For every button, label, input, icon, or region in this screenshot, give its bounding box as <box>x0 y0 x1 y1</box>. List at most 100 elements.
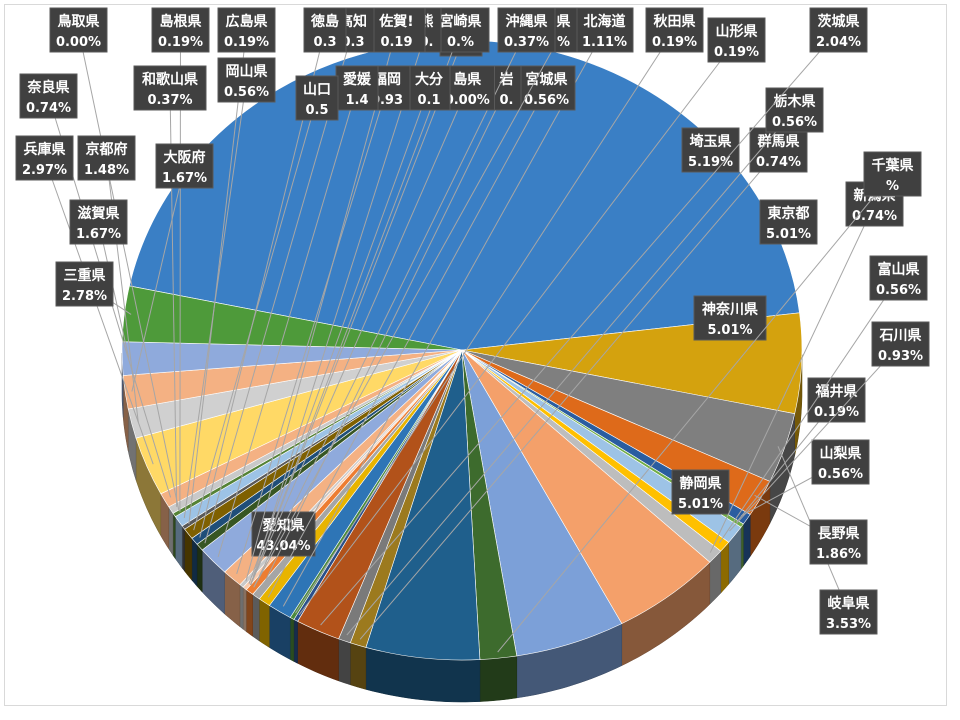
leader-line <box>259 87 507 592</box>
data-label-box <box>809 7 868 53</box>
data-label-box <box>335 65 379 111</box>
data-label-name: 広島県 <box>226 13 268 30</box>
leader-line <box>131 165 185 392</box>
leader-line <box>193 97 318 531</box>
data-label-value: 0.93 <box>371 93 403 108</box>
data-label-box <box>69 199 128 245</box>
leader-line <box>298 39 737 616</box>
data-label-box <box>133 65 207 111</box>
data-label-box <box>49 7 108 53</box>
data-label: 群馬県 0.74% <box>749 127 808 173</box>
data-label: 兵庫県 2.97% <box>15 135 74 181</box>
slice-32-side <box>181 525 185 572</box>
data-labels: 愛知県43.04%静岡県5.01%岐阜県3.53%長野県1.86%山梨県0.56… <box>15 7 930 653</box>
slice-16-side <box>293 619 298 664</box>
leader-line <box>44 157 154 465</box>
data-label-name: 滋賀県 <box>78 205 120 222</box>
data-label-name: 兵庫県 <box>24 141 66 158</box>
data-label-box <box>77 135 136 181</box>
data-label: 佐賀! 0.19 <box>367 7 426 53</box>
data-label-box <box>693 295 767 341</box>
data-label-value: % <box>886 179 899 194</box>
data-label-value: 2.97% <box>22 163 67 178</box>
leader-line <box>346 109 795 636</box>
data-label: 岡山県 0.56% <box>217 57 276 103</box>
data-label-box <box>217 57 276 103</box>
leader-line <box>250 87 468 586</box>
data-label-box <box>295 75 339 121</box>
data-label-box <box>707 17 766 63</box>
data-label-name: 奈良県 <box>27 79 70 96</box>
slice-19-side <box>259 598 270 648</box>
slice-30-side <box>191 537 198 587</box>
data-label-value: 0. <box>500 93 514 108</box>
data-label-value: 0.% <box>447 35 474 50</box>
leader-line <box>359 149 779 640</box>
data-label: 広島県 0.19% <box>217 7 276 53</box>
data-label-name: 宮城県 <box>526 71 568 88</box>
data-label-box <box>811 439 870 485</box>
data-label: 島根県 0.19% <box>151 7 210 53</box>
data-label: 山形県 0.19% <box>707 17 766 63</box>
data-label-value: 3.53% <box>826 617 871 632</box>
data-label-name: 北海道 <box>584 13 626 30</box>
slice-5-side <box>740 523 744 570</box>
data-label-box <box>19 73 78 119</box>
data-label-value: 0.3 <box>341 35 364 50</box>
leader-line <box>188 29 247 525</box>
data-label-name: 鳥取県 <box>58 13 100 30</box>
data-label: 和歌山県 0.37% <box>133 65 207 111</box>
slice-25-side <box>242 586 247 633</box>
data-label: 京都府 1.48% <box>77 135 136 181</box>
data-label-name: 宮崎県 <box>440 13 482 30</box>
leader-line <box>98 221 130 359</box>
data-label-value: 0.00% <box>56 35 101 50</box>
data-label-value: 0.19 <box>380 35 412 50</box>
data-label: 山梨県 0.56% <box>811 439 870 485</box>
data-label-name: 島県 <box>453 71 481 88</box>
data-label-box <box>681 127 740 173</box>
slice-29-side <box>196 543 203 593</box>
data-label-name: 京都府 <box>86 141 128 158</box>
leader-line <box>709 203 875 553</box>
data-label-value: 0.93% <box>878 349 923 364</box>
data-label-value: 1.86% <box>816 547 861 562</box>
data-label: 愛媛 1.4 <box>335 65 379 111</box>
data-label-value: % <box>557 35 570 50</box>
data-label-box <box>765 87 824 133</box>
data-label-value: 0.00% <box>445 93 490 108</box>
slice-36-side <box>168 506 174 557</box>
data-label-value: 1.4 <box>345 93 368 108</box>
data-label-value: 5.19% <box>688 155 733 170</box>
leader-line <box>267 87 547 598</box>
data-label-name: 佐賀! <box>378 13 413 30</box>
data-label: 大阪府 1.67% <box>155 143 214 189</box>
leader-line <box>248 87 430 584</box>
data-label-name: 山梨県 <box>820 445 862 462</box>
data-label-name: 県 <box>557 14 571 30</box>
data-label-name: 島根県 <box>160 13 202 30</box>
data-label-name: 富山県 <box>878 261 920 278</box>
data-label-value: 0.56% <box>876 283 921 298</box>
data-label-value: 0.1 <box>417 93 440 108</box>
data-label-value: 0.74% <box>852 209 897 224</box>
data-label-box <box>871 321 930 367</box>
data-label-box <box>491 65 522 111</box>
data-label-name: 山口 <box>303 82 331 98</box>
data-label-value: 5.01% <box>678 497 723 512</box>
data-label-value: 1.67% <box>76 227 121 242</box>
data-label-name: 埼玉県 <box>690 133 732 150</box>
data-label-value: 0.19% <box>652 35 697 50</box>
data-label: 徳島 0.3 <box>303 7 347 53</box>
data-label-box <box>55 261 114 307</box>
data-label-value: 0.56% <box>818 467 863 482</box>
data-label-value: 5.01% <box>707 323 752 338</box>
data-label: 静岡県 5.01% <box>671 469 730 515</box>
data-label-value: 5.01% <box>766 227 811 242</box>
data-label: 神奈川県 5.01% <box>693 295 767 341</box>
data-label: 奈良県 0.74% <box>19 73 78 119</box>
data-label: 茨城県 2.04% <box>809 7 868 53</box>
slice-34-side <box>172 512 176 560</box>
leader-line <box>250 29 427 586</box>
data-label-box <box>367 7 426 53</box>
